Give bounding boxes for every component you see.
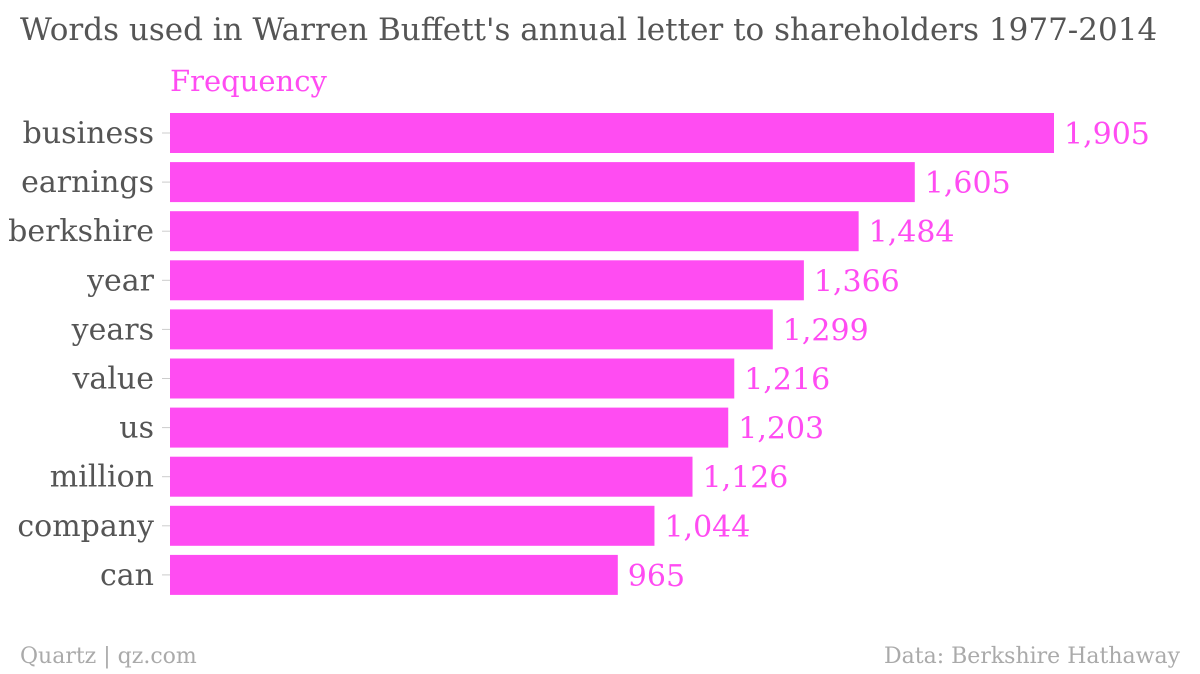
category-label: berkshire bbox=[8, 214, 154, 249]
bar bbox=[170, 554, 618, 595]
bar bbox=[170, 309, 773, 350]
series-label: Frequency bbox=[170, 64, 327, 98]
data-label: 1,366 bbox=[814, 264, 900, 299]
bar bbox=[170, 113, 1054, 153]
category-label: value bbox=[71, 362, 154, 397]
data-label: 1,484 bbox=[869, 215, 955, 250]
bar bbox=[170, 456, 693, 497]
bar bbox=[170, 407, 729, 448]
data-label: 1,299 bbox=[783, 313, 869, 348]
category-label: earnings bbox=[21, 165, 154, 200]
bar bbox=[170, 358, 735, 399]
category-label: can bbox=[100, 558, 154, 593]
data-label: 1,905 bbox=[1064, 117, 1150, 152]
data-label: 1,203 bbox=[738, 412, 824, 447]
chart-title: Words used in Warren Buffett's annual le… bbox=[20, 12, 1158, 48]
category-label: business bbox=[23, 116, 154, 151]
category-label: year bbox=[86, 263, 155, 298]
category-label: us bbox=[119, 411, 154, 446]
category-label: million bbox=[50, 460, 154, 495]
data-label: 1,216 bbox=[744, 363, 830, 398]
category-label: company bbox=[17, 509, 154, 544]
bar bbox=[170, 211, 859, 252]
bar bbox=[170, 260, 804, 301]
data-label: 1,126 bbox=[703, 461, 789, 496]
data-label: 1,044 bbox=[664, 510, 750, 545]
category-label: years bbox=[71, 312, 154, 347]
footer-credit: Quartz | qz.com bbox=[20, 644, 197, 669]
footer-source: Data: Berkshire Hathaway bbox=[884, 644, 1180, 669]
bar bbox=[170, 505, 655, 546]
data-label: 965 bbox=[628, 559, 685, 594]
data-label: 1,605 bbox=[925, 166, 1011, 201]
bar bbox=[170, 162, 915, 203]
